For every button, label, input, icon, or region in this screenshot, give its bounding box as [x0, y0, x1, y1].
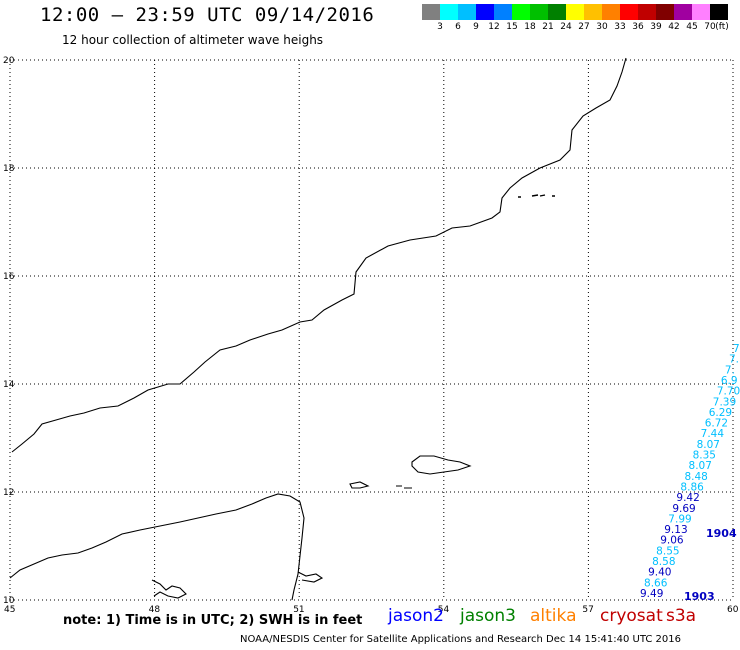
track-value: 7.70 [717, 386, 740, 398]
x-tick-label: 57 [582, 605, 593, 615]
track-value: 8.07 [697, 439, 720, 451]
footer-credit: NOAA/NESDIS Center for Satellite Applica… [240, 634, 682, 645]
abd-al-kuri-island [349, 481, 370, 489]
x-tick-label: 54 [438, 605, 450, 615]
y-tick-label: 10 [3, 596, 15, 606]
track-value: 9.49 [640, 588, 663, 600]
track-value: 8.07 [689, 460, 712, 472]
track-value: 9.06 [660, 535, 684, 547]
color-scale-label: 18 [524, 22, 536, 32]
track-value: 8.86 [680, 481, 704, 493]
color-scale-label: 30 [596, 22, 608, 32]
map-subtitle: 12 hour collection of altimeter wave hei… [62, 33, 324, 47]
color-swatch [566, 4, 584, 20]
color-scale-label: 21 [542, 22, 554, 32]
satellite-legend-s3a: s3a [666, 606, 697, 626]
guardafui-coast [297, 571, 324, 583]
x-tick-label: 60 [727, 605, 739, 615]
satellite-legend-jason3: jason3 [460, 606, 516, 626]
color-swatch [656, 4, 674, 20]
track-value: 8.55 [656, 545, 679, 557]
y-tick-label: 18 [3, 164, 15, 174]
track-value: 7.99 [668, 513, 691, 525]
color-scale-label: 24 [560, 22, 572, 32]
color-swatch [458, 4, 476, 20]
color-swatch [638, 4, 656, 20]
map-note: note: 1) Time is in UTC; 2) SWH is in fe… [63, 613, 363, 628]
track-value: 8.58 [652, 556, 675, 568]
color-scale-label: 33 [614, 22, 626, 32]
track-value: 8.48 [684, 471, 707, 483]
track-value: 8.66 [644, 577, 668, 589]
track-value: 7. [729, 354, 739, 366]
track-value: 9.69 [672, 503, 695, 515]
track-value: 6.29 [709, 407, 732, 419]
x-tick-label: 51 [293, 605, 304, 615]
color-scale-label: 15 [506, 22, 518, 32]
track-value: 9.42 [676, 492, 699, 504]
color-swatch [674, 4, 692, 20]
color-scale-label: 27 [578, 22, 590, 32]
y-tick-label: 12 [3, 488, 14, 498]
track-value: 6.9 [721, 375, 738, 387]
color-scale-label: 45 [686, 22, 698, 32]
x-tick-label: 45 [4, 605, 15, 615]
color-swatch [710, 4, 728, 20]
track-value: 7. [725, 364, 735, 376]
track-value: 8.35 [693, 450, 716, 462]
color-swatch [530, 4, 548, 20]
color-scale-label: 39 [650, 22, 662, 32]
color-scale-labels: 3 6 9 12 15 18 21 24 27 30 33 36 39 42 45 70 (ft) [422, 22, 732, 36]
pass-label: 1904 [706, 527, 737, 540]
color-swatch [422, 4, 440, 20]
satellite-legend-altika: altika [530, 606, 577, 626]
color-swatch [494, 4, 512, 20]
track-value: 6.72 [705, 418, 728, 430]
color-scale-label: 42 [668, 22, 680, 32]
color-swatch [692, 4, 710, 20]
pass-label: 1903 [684, 590, 715, 603]
x-tick-label: 48 [149, 605, 161, 615]
color-swatch [602, 4, 620, 20]
color-swatch [440, 4, 458, 20]
color-swatch [476, 4, 494, 20]
color-swatch [512, 4, 530, 20]
color-scale-label: 70 [704, 22, 716, 32]
satellite-track: 77.7.6.97.707.396.296.727.448.078.358.07… [640, 343, 740, 603]
small-islets-south [151, 579, 187, 599]
satellite-legend-cryosat: cryosat [600, 606, 663, 626]
y-tick-label: 20 [3, 56, 15, 66]
track-value: 9.13 [664, 524, 687, 536]
track-value: 7 [733, 343, 740, 355]
brothers-islets [396, 485, 412, 489]
track-value: 7.44 [701, 428, 725, 440]
color-scale-label: 9 [473, 22, 479, 32]
lat-lon-grid: 45 48 51 54 57 60 10 12 14 16 18 20 [3, 56, 739, 615]
track-value: 7.39 [713, 396, 736, 408]
somalia-coastline [9, 493, 305, 601]
color-swatch [548, 4, 566, 20]
color-scale-label: (ft) [715, 22, 729, 32]
color-swatch [584, 4, 602, 20]
color-scale-label: 12 [488, 22, 500, 32]
arabian-coastline [11, 57, 627, 453]
color-scale-label: 3 [437, 22, 443, 32]
track-value: 9.40 [648, 567, 671, 579]
map-title: 12:00 – 23:59 UTC 09/14/2016 [40, 4, 375, 26]
satellite-legend-jason2: jason2 [388, 606, 444, 626]
y-tick-label: 16 [3, 272, 15, 282]
y-tick-label: 14 [3, 380, 15, 390]
color-scale-label: 6 [455, 22, 461, 32]
color-scale-label: 36 [632, 22, 644, 32]
color-swatch [620, 4, 638, 20]
socotra-island [411, 455, 472, 475]
color-scale-bar [422, 4, 728, 20]
kuria-muria-islands [518, 194, 555, 198]
